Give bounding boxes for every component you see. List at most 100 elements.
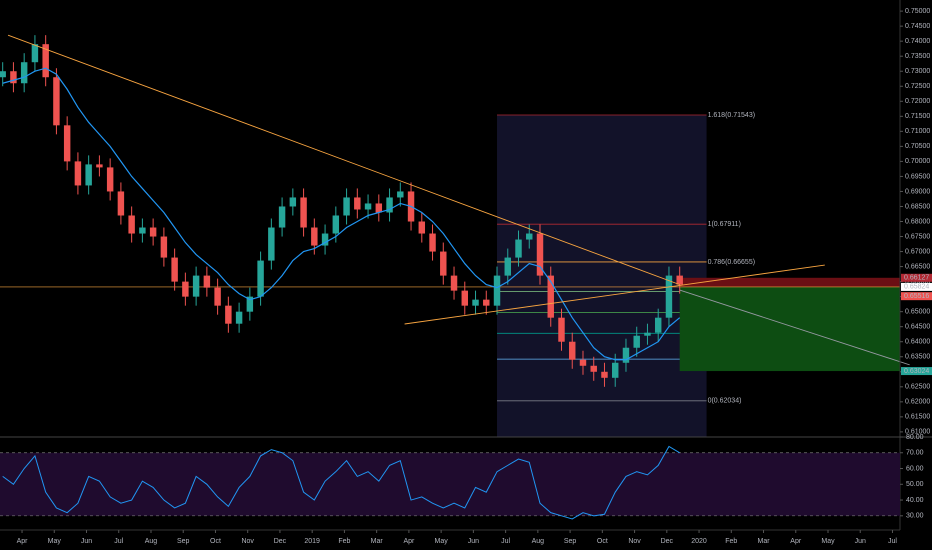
- candle-body: [117, 191, 125, 216]
- x-tick-label: Jul: [114, 538, 123, 545]
- y-tick-label: 0.61500: [905, 414, 930, 421]
- candle-body: [31, 44, 39, 63]
- candle-body: [42, 44, 49, 78]
- price-tag-label: 0.63024: [904, 368, 929, 375]
- x-tick-label: Dec: [661, 538, 674, 545]
- candle-body: [214, 287, 221, 306]
- y-tick-label: 0.72500: [905, 83, 930, 90]
- x-tick-label: Apr: [790, 538, 802, 545]
- fib-region: [497, 115, 707, 437]
- candle-body: [590, 365, 597, 372]
- candle-body: [257, 260, 264, 297]
- candle-body: [429, 233, 436, 252]
- candle-body: [235, 311, 243, 324]
- candle-body: [504, 257, 511, 276]
- candle-body: [96, 164, 103, 168]
- x-tick-label: Apr: [403, 538, 415, 545]
- candle-body: [622, 347, 630, 363]
- y-tick-label: 0.75000: [905, 8, 930, 15]
- candle-body: [160, 236, 168, 258]
- candle-body: [332, 215, 340, 234]
- x-tick-label: Oct: [597, 538, 608, 545]
- trendline: [404, 264, 825, 325]
- candle-body: [375, 203, 383, 213]
- rsi-band: [0, 452, 900, 516]
- y-tick-label: 0.70000: [905, 158, 930, 165]
- y-tick-label: 0.67000: [905, 248, 930, 255]
- y-tick-label: 0.68500: [905, 203, 930, 210]
- x-tick-label: May: [435, 538, 449, 545]
- candle-body: [10, 71, 17, 84]
- candle-body: [74, 161, 82, 186]
- candle-body: [203, 275, 211, 288]
- y-tick-label: 0.63500: [905, 354, 930, 361]
- y-tick-label: 0.65000: [905, 309, 930, 316]
- candle-body: [569, 341, 576, 360]
- candle-body: [450, 275, 458, 291]
- x-tick-label: 2019: [304, 538, 320, 545]
- candle-body: [526, 233, 533, 240]
- rsi-line: [2, 445, 680, 520]
- fib-label: 0(0.62034): [708, 398, 742, 405]
- candle-body: [515, 239, 522, 258]
- candle-body: [20, 62, 28, 84]
- candle-body: [644, 332, 651, 336]
- candle-body: [192, 275, 200, 297]
- y-tick-label: 0.62000: [905, 399, 930, 406]
- rsi-tick-label: 30.00: [906, 513, 924, 520]
- y-tick-label: 0.73000: [905, 68, 930, 75]
- price-tag: [901, 367, 932, 376]
- candle-body: [461, 290, 468, 306]
- price-tag-label: 0.65516: [904, 293, 929, 300]
- y-tick-label: 0.72000: [905, 98, 930, 105]
- candle-body: [536, 233, 544, 276]
- candle-body: [579, 359, 587, 366]
- price-tag-label: 0.66127: [904, 275, 929, 282]
- y-tick-label: 0.67500: [905, 233, 930, 240]
- candle-body: [418, 221, 426, 234]
- x-tick-label: May: [821, 538, 835, 545]
- y-tick-label: 0.69500: [905, 173, 930, 180]
- rsi-tick-label: 40.00: [906, 497, 924, 504]
- x-tick-label: Nov: [628, 538, 641, 545]
- candle-body: [149, 227, 157, 237]
- y-tick-label: 0.62500: [905, 384, 930, 391]
- fib-label: 1.618(0.71543): [708, 112, 755, 119]
- y-tick-label: 0.71500: [905, 113, 930, 120]
- candle-body: [440, 251, 447, 276]
- y-tick-label: 0.66500: [905, 263, 930, 270]
- x-tick-label: May: [48, 538, 62, 545]
- candle-body: [289, 197, 297, 207]
- candle-body: [0, 71, 6, 78]
- candle-body: [601, 371, 608, 378]
- fib-label: 1(0.67911): [708, 221, 741, 228]
- candle-body: [483, 299, 490, 306]
- candle-body: [85, 164, 92, 186]
- y-tick-label: 0.73500: [905, 53, 930, 60]
- candle-body: [246, 296, 254, 312]
- candle-body: [139, 227, 146, 234]
- y-tick-label: 0.74000: [905, 38, 930, 45]
- candle-body: [493, 275, 501, 306]
- candle-body: [612, 362, 619, 378]
- x-tick-label: Mar: [371, 538, 384, 545]
- candle-body: [633, 335, 640, 348]
- x-tick-label: Feb: [338, 538, 350, 545]
- price-tag: [901, 273, 932, 282]
- target-zone: [679, 286, 900, 372]
- price-tag: [901, 292, 932, 301]
- candle-body: [558, 317, 565, 342]
- y-tick-label: 0.70500: [905, 143, 930, 150]
- candle-body: [321, 233, 329, 246]
- candle-body: [225, 305, 232, 324]
- y-tick-label: 0.64000: [905, 339, 930, 346]
- x-tick-label: Dec: [274, 538, 287, 545]
- rsi-tick-label: 60.00: [906, 465, 924, 472]
- x-tick-label: Jul: [501, 538, 510, 545]
- candle-body: [665, 275, 673, 318]
- candle-body: [311, 227, 318, 246]
- x-tick-label: Jul: [888, 538, 897, 545]
- x-tick-label: Jun: [468, 538, 479, 545]
- x-tick-label: Nov: [241, 538, 254, 545]
